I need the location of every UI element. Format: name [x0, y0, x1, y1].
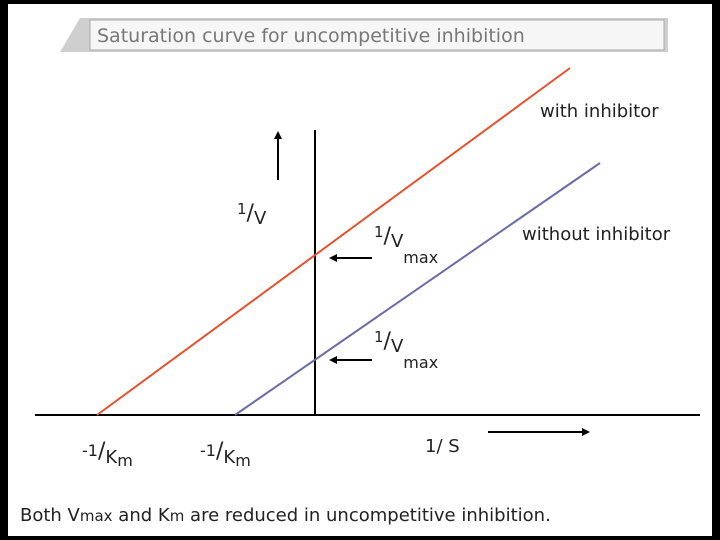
y-axis-label: 1/V — [237, 200, 267, 229]
line-label: without inhibitor — [522, 224, 671, 245]
line-label: with inhibitor — [540, 101, 659, 122]
canvas — [8, 4, 712, 536]
title: Saturation curve for uncompetitive inhib… — [97, 25, 525, 47]
caption: Both Vmax and Km are reduced in uncompet… — [20, 505, 551, 526]
without-inhibitor-line — [234, 162, 601, 416]
x-intercept-label: -1/Km — [200, 439, 251, 470]
intercept-label: 1/Vmax — [374, 223, 438, 267]
with-inhibitor-line — [96, 67, 571, 416]
intercept-label: 1/Vmax — [374, 328, 438, 372]
x-axis-label: 1/ S — [425, 436, 460, 457]
x-intercept-label: -1/Km — [82, 439, 133, 470]
title-box — [89, 19, 665, 51]
